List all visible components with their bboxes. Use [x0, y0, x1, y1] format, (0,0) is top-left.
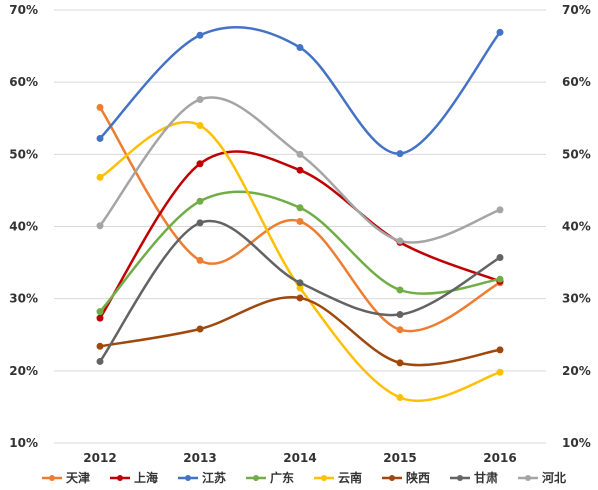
legend: 天津 上海 江苏 广东 云南 陕西 甘肃 河北	[42, 470, 566, 485]
series-markers	[96, 28, 504, 402]
data-point	[96, 357, 104, 365]
data-point	[396, 237, 404, 245]
legend-label: 广东	[270, 470, 294, 485]
data-point	[496, 206, 504, 214]
legend-marker	[389, 475, 395, 481]
legend-label: 天津	[66, 470, 90, 485]
data-point	[296, 294, 304, 302]
series-line	[98, 219, 502, 363]
data-point	[396, 311, 404, 319]
data-point	[196, 219, 204, 227]
data-point	[396, 359, 404, 367]
x-tick-label: 2015	[383, 451, 416, 465]
data-point	[96, 342, 104, 350]
legend-label: 江苏	[202, 470, 226, 485]
y-tick-label-right: 70%	[562, 3, 591, 17]
data-point	[496, 346, 504, 354]
data-point	[396, 326, 404, 334]
legend-marker	[49, 475, 55, 481]
x-tick-label: 2013	[183, 451, 216, 465]
data-point	[96, 308, 104, 316]
y-tick-label-right: 60%	[562, 75, 591, 89]
y-tick-label-right: 30%	[562, 292, 591, 306]
data-point	[396, 286, 404, 294]
legend-marker	[321, 475, 327, 481]
legend-marker	[525, 475, 531, 481]
series-line	[98, 295, 502, 367]
data-point	[196, 325, 204, 333]
legend-marker	[185, 475, 191, 481]
legend-marker	[117, 475, 123, 481]
data-point	[296, 204, 304, 212]
y-tick-label-right: 20%	[562, 364, 591, 378]
x-axis: 2012 2013 2014 2015 2016	[83, 451, 516, 465]
x-tick-label: 2014	[283, 451, 316, 465]
legend-label: 陕西	[406, 470, 430, 485]
data-point	[196, 160, 204, 168]
legend-marker	[457, 475, 463, 481]
x-tick-label: 2012	[83, 451, 116, 465]
series-line	[98, 26, 502, 155]
data-point	[196, 197, 204, 205]
data-point	[96, 314, 104, 322]
data-point	[296, 44, 304, 52]
legend-label: 甘肃	[474, 470, 498, 485]
data-point	[296, 279, 304, 287]
data-point	[196, 31, 204, 39]
data-point	[296, 217, 304, 225]
data-point	[496, 275, 504, 283]
y-tick-label-right: 50%	[562, 147, 591, 161]
series-lines	[98, 26, 502, 403]
data-point	[396, 394, 404, 402]
data-point	[496, 28, 504, 36]
legend-label: 河北	[541, 470, 566, 485]
data-point	[496, 254, 504, 262]
data-point	[496, 368, 504, 376]
y-axis-right: 10% 20% 30% 40% 50% 60% 70%	[562, 3, 591, 450]
data-point	[296, 166, 304, 174]
data-point	[96, 103, 104, 111]
y-tick-label-left: 50%	[9, 147, 38, 161]
data-point	[196, 256, 204, 264]
data-point	[96, 173, 104, 181]
y-tick-label-left: 40%	[9, 220, 38, 234]
y-tick-label-right: 10%	[562, 436, 591, 450]
y-tick-label-left: 20%	[9, 364, 38, 378]
y-tick-label-right: 40%	[562, 220, 591, 234]
legend-label: 云南	[338, 470, 362, 485]
data-point	[96, 134, 104, 142]
y-axis-left: 10% 20% 30% 40% 50% 60% 70%	[9, 3, 38, 450]
y-tick-label-left: 30%	[9, 292, 38, 306]
data-point	[96, 222, 104, 230]
y-tick-label-left: 10%	[9, 436, 38, 450]
x-tick-label: 2016	[483, 451, 516, 465]
data-point	[196, 121, 204, 129]
data-point	[396, 150, 404, 158]
legend-label: 上海	[134, 470, 158, 485]
y-tick-label-left: 70%	[9, 3, 38, 17]
legend-marker	[253, 475, 259, 481]
data-point	[296, 150, 304, 158]
data-point	[196, 95, 204, 103]
y-tick-label-left: 60%	[9, 75, 38, 89]
